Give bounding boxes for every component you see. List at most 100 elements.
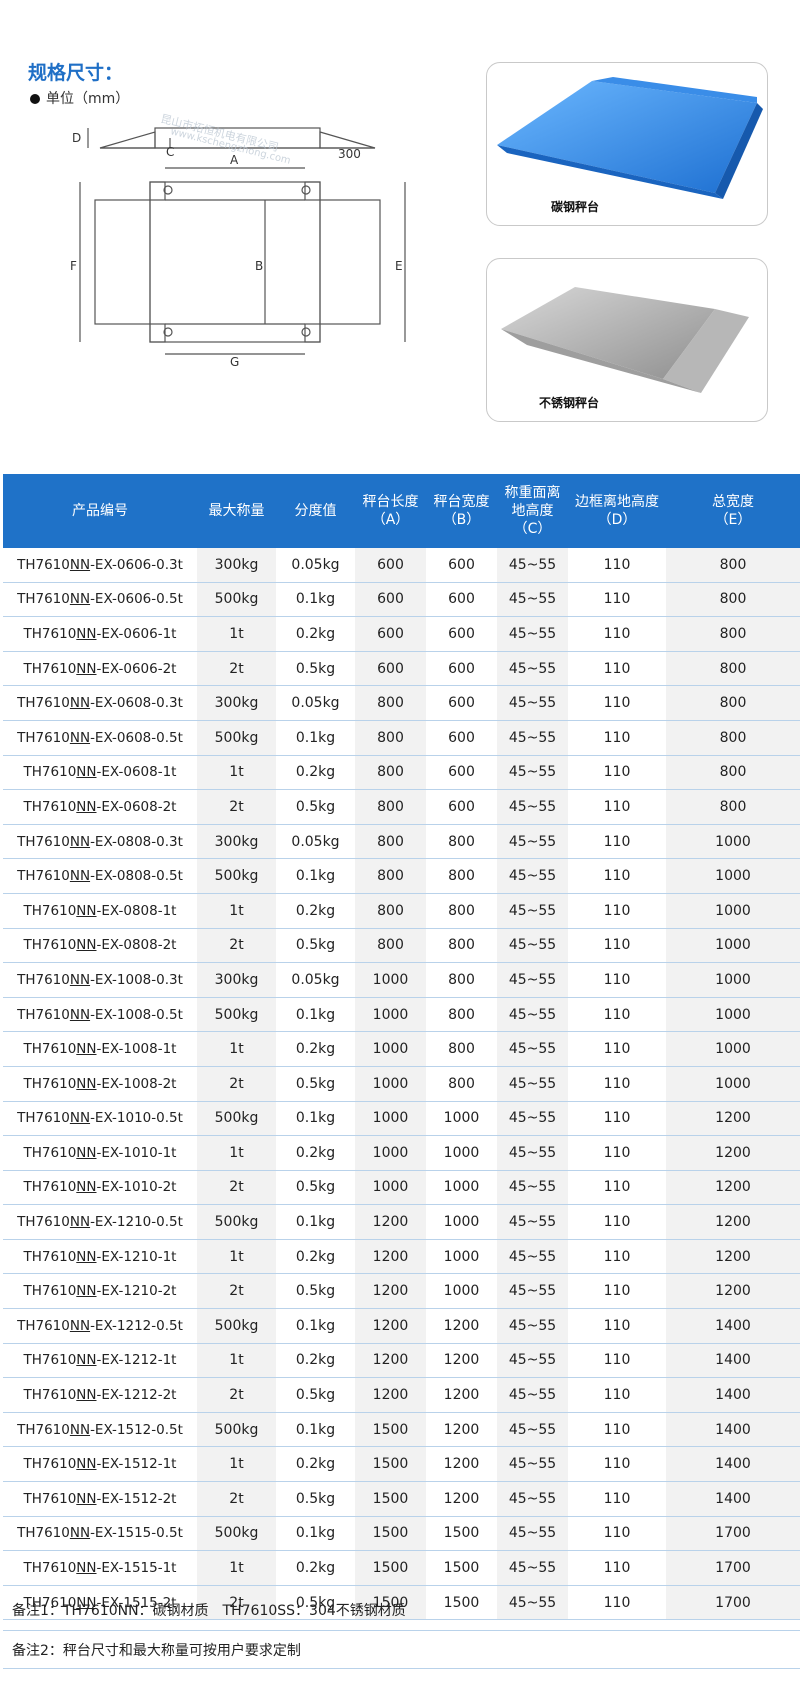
table-cell: 600 (426, 582, 497, 618)
table-cell: 600 (355, 548, 426, 583)
table-cell: 2t (197, 1273, 276, 1310)
table-cell: 0.5kg (276, 1273, 355, 1310)
model-prefix: TH7610 (17, 1006, 70, 1023)
table-cell: 1500 (355, 1516, 426, 1552)
header-line: 边框离地高度 (575, 494, 659, 510)
table-cell: 500kg (197, 720, 276, 756)
model-suffix: -EX-0606-0.5t (90, 591, 183, 608)
table-cell: 800 (666, 789, 800, 825)
model-series: NN (76, 1352, 97, 1369)
stainless-steel-caption: 不锈钢秤台 (539, 396, 600, 410)
table-cell: 1t (197, 1031, 276, 1067)
unit-text: 单位（mm） (46, 91, 130, 107)
header-line: 地高度 (511, 503, 554, 519)
table-cell: 0.5kg (276, 1170, 355, 1206)
table-cell: 0.5kg (276, 1481, 355, 1517)
header-line: 分度值 (294, 503, 337, 519)
header-line: （B） (442, 512, 481, 528)
table-cell: 800 (426, 858, 497, 894)
model-series: NN (69, 1110, 91, 1127)
model-series: NN (76, 1179, 97, 1196)
model-cell: TH7610NN-EX-1212-1t (3, 1343, 197, 1379)
model-series: NN (76, 798, 97, 815)
table-cell: 1000 (426, 1273, 497, 1310)
table-cell: 110 (568, 1585, 666, 1621)
table-cell: 110 (568, 824, 666, 860)
table-cell: 110 (568, 685, 666, 721)
table-cell: 45~55 (497, 893, 568, 929)
table-cell: 1000 (666, 1031, 800, 1067)
model-prefix: TH7610 (17, 729, 70, 746)
table-header-cell: 最大称量 (197, 474, 276, 548)
table-cell: 1200 (666, 1170, 800, 1206)
model-series: NN (76, 1490, 97, 1507)
table-row: TH7610NN-EX-1010-1t 1t 0.2kg 1000 1000 45~55 1… (3, 1135, 800, 1171)
table-cell: 1000 (666, 858, 800, 894)
model-suffix: -EX-0808-0.5t (90, 868, 183, 885)
table-cell: 2t (197, 928, 276, 964)
header-line: （E） (714, 512, 752, 528)
model-suffix: -EX-1515-1t (96, 1560, 177, 1577)
note-divider (3, 1630, 800, 1631)
table-cell: 0.1kg (276, 997, 355, 1033)
table-cell: 1t (197, 616, 276, 652)
model-prefix: TH7610 (23, 625, 77, 642)
model-cell: TH7610NN-EX-1210-1t (3, 1239, 197, 1275)
header-line: （A） (371, 512, 410, 528)
table-cell: 1000 (355, 1135, 426, 1171)
table-cell: 2t (197, 1170, 276, 1206)
table-cell: 1500 (355, 1550, 426, 1586)
table-cell: 1200 (355, 1273, 426, 1310)
model-suffix: -EX-1515-0.5t (90, 1525, 183, 1542)
table-cell: 600 (426, 685, 497, 721)
table-cell: 0.1kg (276, 1204, 355, 1240)
table-cell: 800 (666, 720, 800, 756)
table-cell: 1000 (666, 1066, 800, 1102)
table-cell: 500kg (197, 1308, 276, 1344)
model-series: NN (69, 591, 91, 608)
table-row: TH7610NN-EX-1008-0.3t 300kg 0.05kg 1000 800 4… (3, 962, 800, 998)
table-row: TH7610NN-EX-0808-0.3t 300kg 0.05kg 800 800 45… (3, 824, 800, 860)
table-row: TH7610NN-EX-0606-1t 1t 0.2kg 600 600 45~55 110… (3, 616, 800, 652)
table-cell: 45~55 (497, 789, 568, 825)
model-cell: TH7610NN-EX-0606-2t (3, 651, 197, 687)
model-suffix: -EX-0608-2t (96, 798, 177, 815)
label-d: D (72, 131, 81, 145)
table-cell: 1400 (666, 1446, 800, 1483)
table-cell: 1t (197, 1550, 276, 1586)
model-series: NN (76, 764, 97, 781)
table-cell: 110 (568, 1550, 666, 1586)
spec-table: 产品编号 最大称量 分度值 秤台长度 （A） 秤台宽度 （B） 称重面离 地高度 （C） 边框离地高… (3, 474, 800, 1621)
label-c: C (166, 145, 174, 159)
model-series: NN (76, 937, 97, 954)
table-cell: 600 (426, 789, 497, 825)
table-cell: 0.1kg (276, 1516, 355, 1552)
table-cell: 0.1kg (276, 1412, 355, 1448)
header-line: 称重面离 (504, 485, 561, 501)
model-cell: TH7610NN-EX-1512-0.5t (3, 1412, 197, 1448)
model-prefix: TH7610 (23, 1387, 77, 1404)
table-cell: 110 (568, 1204, 666, 1240)
table-cell: 800 (666, 651, 800, 687)
model-cell: TH7610NN-EX-1210-2t (3, 1273, 197, 1310)
table-cell: 800 (666, 685, 800, 721)
model-prefix: TH7610 (23, 1075, 77, 1092)
table-cell: 110 (568, 720, 666, 756)
model-series: NN (76, 1041, 97, 1058)
table-cell: 45~55 (497, 548, 568, 583)
table-cell: 1200 (426, 1481, 497, 1517)
table-row: TH7610NN-EX-0606-0.3t 300kg 0.05kg 600 600 45… (3, 548, 800, 583)
header-line: （D） (597, 512, 637, 528)
table-cell: 300kg (197, 962, 276, 998)
note-divider (3, 1668, 800, 1669)
model-prefix: TH7610 (23, 1352, 77, 1369)
model-cell: TH7610NN-EX-0606-1t (3, 616, 197, 652)
model-prefix: TH7610 (23, 798, 77, 815)
table-cell: 110 (568, 755, 666, 791)
model-series: NN (76, 1248, 97, 1265)
side-view-right-ramp (319, 131, 376, 149)
table-cell: 500kg (197, 582, 276, 618)
model-prefix: TH7610 (17, 868, 70, 885)
table-cell: 110 (568, 1170, 666, 1206)
table-cell: 500kg (197, 997, 276, 1033)
